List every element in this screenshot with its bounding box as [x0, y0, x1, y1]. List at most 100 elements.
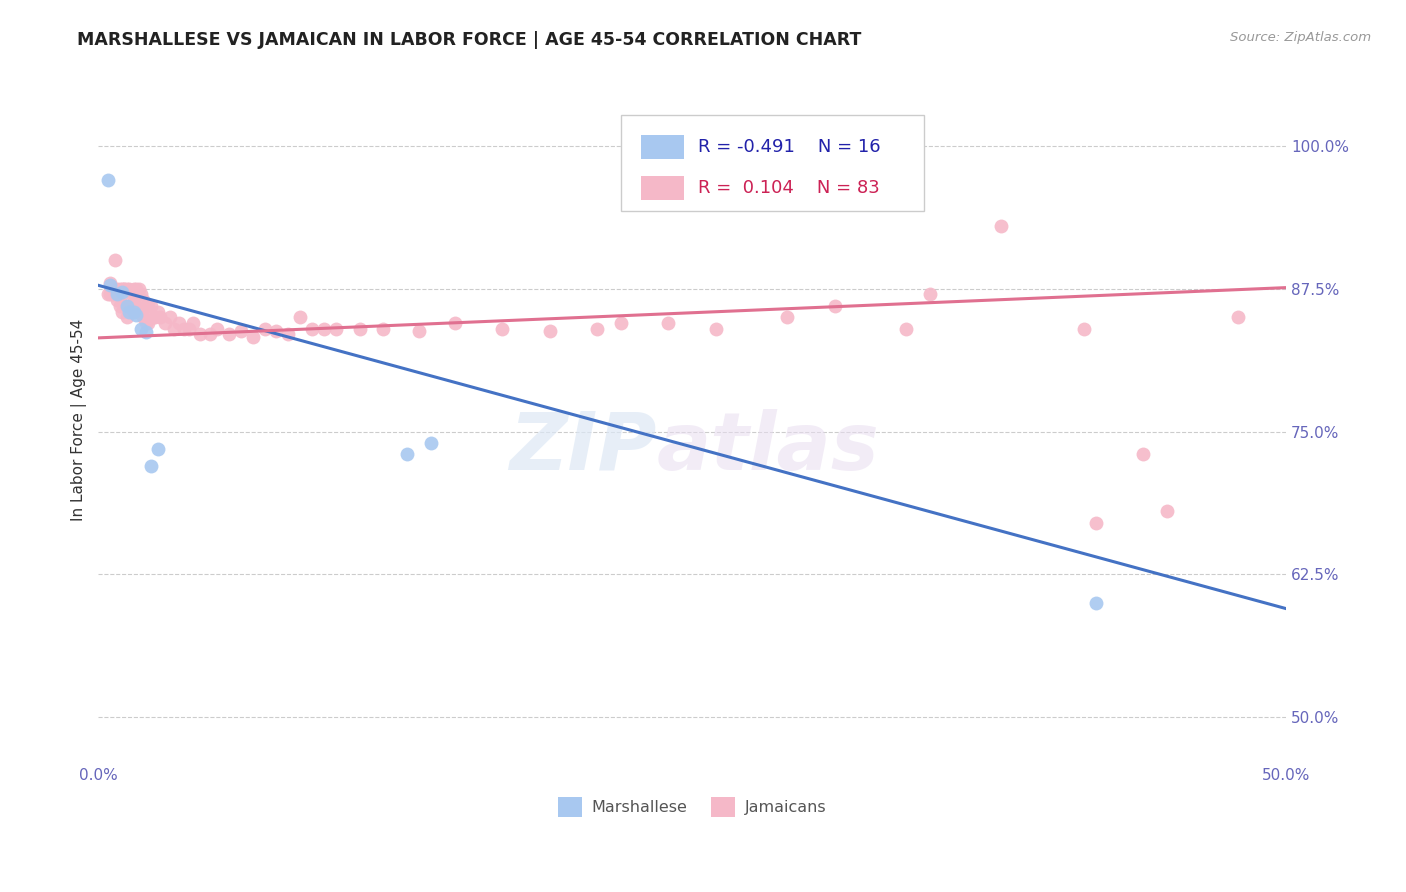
Point [108, 299, 131, 313]
Point [125, 299, 148, 313]
Point [325, 322, 347, 336]
Point [349, 322, 371, 336]
Text: MARSHALLESE VS JAMAICAN IN LABOR FORCE | AGE 45-54 CORRELATION CHART: MARSHALLESE VS JAMAICAN IN LABOR FORCE |… [77, 31, 862, 49]
Point [105, 282, 128, 296]
Point [894, 322, 917, 336]
Point [105, 287, 128, 301]
Point [990, 219, 1012, 233]
Point [114, 282, 136, 296]
Point [266, 324, 288, 338]
Point [1156, 504, 1178, 518]
Point [159, 310, 181, 325]
Point [1227, 310, 1250, 325]
Point [101, 287, 124, 301]
Point [115, 299, 138, 313]
Point [111, 285, 134, 300]
Point [396, 447, 419, 461]
Point [128, 282, 150, 296]
Point [105, 293, 128, 308]
Y-axis label: In Labor Force | Age 45-54: In Labor Force | Age 45-54 [72, 319, 87, 521]
Text: atlas: atlas [657, 409, 879, 486]
Point [657, 316, 679, 330]
Point [1084, 596, 1107, 610]
Point [198, 327, 221, 342]
Point [149, 310, 172, 325]
Point [115, 282, 138, 296]
Point [408, 324, 430, 338]
Point [177, 322, 200, 336]
Point [129, 322, 152, 336]
Legend: Marshallese, Jamaicans: Marshallese, Jamaicans [551, 791, 832, 823]
Point [122, 287, 145, 301]
Point [135, 316, 157, 330]
Text: ZIP: ZIP [509, 409, 657, 486]
Point [129, 287, 152, 301]
Point [115, 299, 138, 313]
Point [1073, 322, 1095, 336]
Text: Source: ZipAtlas.com: Source: ZipAtlas.com [1230, 31, 1371, 45]
Point [98, 278, 121, 293]
Point [97, 287, 120, 301]
Point [443, 316, 465, 330]
Point [111, 287, 134, 301]
Point [111, 304, 134, 318]
Point [139, 299, 162, 313]
Point [776, 310, 799, 325]
FancyBboxPatch shape [621, 115, 924, 211]
Point [1132, 447, 1154, 461]
Point [118, 282, 141, 296]
FancyBboxPatch shape [641, 176, 683, 201]
Point [253, 322, 276, 336]
Point [419, 436, 441, 450]
Point [918, 287, 941, 301]
Point [610, 316, 633, 330]
Point [290, 310, 312, 325]
Point [146, 304, 169, 318]
Point [132, 293, 155, 308]
Point [142, 310, 165, 325]
Point [129, 304, 152, 318]
Point [122, 299, 145, 313]
Point [1084, 516, 1107, 530]
Point [128, 304, 150, 318]
Point [301, 322, 323, 336]
Point [173, 322, 195, 336]
Point [122, 282, 145, 296]
Point [242, 329, 264, 343]
Point [118, 299, 141, 313]
Point [108, 282, 131, 296]
Point [121, 304, 143, 318]
Point [104, 287, 127, 301]
Point [125, 282, 148, 296]
Point [183, 316, 205, 330]
Point [163, 322, 186, 336]
Point [312, 322, 335, 336]
Text: R = -0.491    N = 16: R = -0.491 N = 16 [699, 138, 880, 156]
Point [121, 287, 143, 301]
Point [135, 299, 157, 313]
Point [824, 299, 846, 313]
Point [586, 322, 609, 336]
Point [538, 324, 561, 338]
Point [118, 304, 141, 318]
Point [491, 322, 513, 336]
Point [135, 325, 157, 339]
Point [122, 304, 145, 318]
Point [190, 327, 212, 342]
Point [98, 276, 121, 290]
Point [143, 310, 166, 325]
Point [136, 316, 159, 330]
Point [98, 287, 121, 301]
Point [167, 316, 190, 330]
Point [115, 310, 138, 325]
Point [132, 310, 155, 325]
Point [97, 173, 120, 187]
Point [218, 327, 240, 342]
Point [229, 324, 252, 338]
FancyBboxPatch shape [641, 135, 683, 160]
Point [111, 282, 134, 296]
Point [205, 322, 228, 336]
Text: R =  0.104    N = 83: R = 0.104 N = 83 [699, 179, 880, 197]
Point [139, 458, 162, 473]
Point [114, 282, 136, 296]
